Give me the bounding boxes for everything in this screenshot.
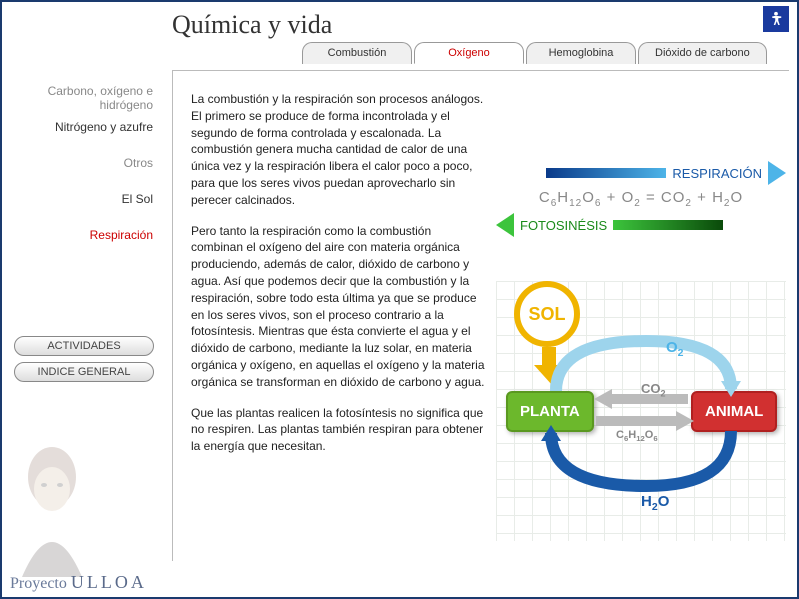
sidebar: Carbono, oxígeno e hidrógeno Nitrógeno y…	[2, 70, 167, 382]
indice-general-button[interactable]: INDICE GENERAL	[14, 362, 154, 382]
sidebar-item-carbono[interactable]: Carbono, oxígeno e hidrógeno	[2, 80, 159, 116]
paragraph-1: La combustión y la respiración son proce…	[191, 91, 486, 209]
accessibility-icon[interactable]	[763, 6, 789, 32]
footer: Proyecto ULLOA	[10, 572, 147, 593]
photosynthesis-label: FOTOSINÉSIS	[520, 218, 607, 233]
footer-name: ULLOA	[71, 572, 147, 592]
page-title: Química y vida	[172, 10, 332, 40]
sidebar-item-respiracion[interactable]: Respiración	[2, 224, 159, 246]
photosynthesis-arrow: FOTOSINÉSIS	[496, 213, 786, 237]
co2-label: CO2	[641, 381, 666, 399]
content-area: La combustión y la respiración son proce…	[172, 70, 789, 561]
tab-hemoglobina[interactable]: Hemoglobina	[526, 42, 636, 64]
tab-bar: Combustión Oxígeno Hemoglobina Dióxido d…	[302, 42, 769, 64]
equation-block: RESPIRACIÓN C6H12O6 + O2 = CO2 + H2O FOT…	[496, 161, 786, 237]
respiration-label: RESPIRACIÓN	[672, 166, 762, 181]
sidebar-item-sol[interactable]: El Sol	[2, 188, 159, 210]
paragraph-3: Que las plantas realicen la fotosíntesis…	[191, 405, 486, 455]
tab-combustion[interactable]: Combustión	[302, 42, 412, 64]
diagram-column: RESPIRACIÓN C6H12O6 + O2 = CO2 + H2O FOT…	[496, 91, 789, 551]
footer-project: Proyecto	[10, 575, 67, 592]
text-column: La combustión y la respiración son proce…	[191, 91, 496, 551]
chemical-equation: C6H12O6 + O2 = CO2 + H2O	[496, 189, 786, 209]
cycle-diagram: SOL PLANTA ANIMAL O	[496, 281, 786, 541]
respiration-arrow: RESPIRACIÓN	[496, 161, 786, 185]
portrait-image	[2, 437, 102, 577]
paragraph-2: Pero tanto la respiración como la combus…	[191, 223, 486, 391]
o2-label: O2	[666, 339, 684, 359]
sidebar-item-nitrogeno[interactable]: Nitrógeno y azufre	[2, 116, 159, 138]
tab-dioxido[interactable]: Dióxido de carbono	[638, 42, 767, 64]
sidebar-item-otros[interactable]: Otros	[2, 152, 159, 174]
actividades-button[interactable]: ACTIVIDADES	[14, 336, 154, 356]
tab-oxigeno[interactable]: Oxígeno	[414, 42, 524, 64]
h2o-label: H2O	[641, 493, 669, 513]
glucose-label: C6H12O6	[616, 429, 658, 443]
